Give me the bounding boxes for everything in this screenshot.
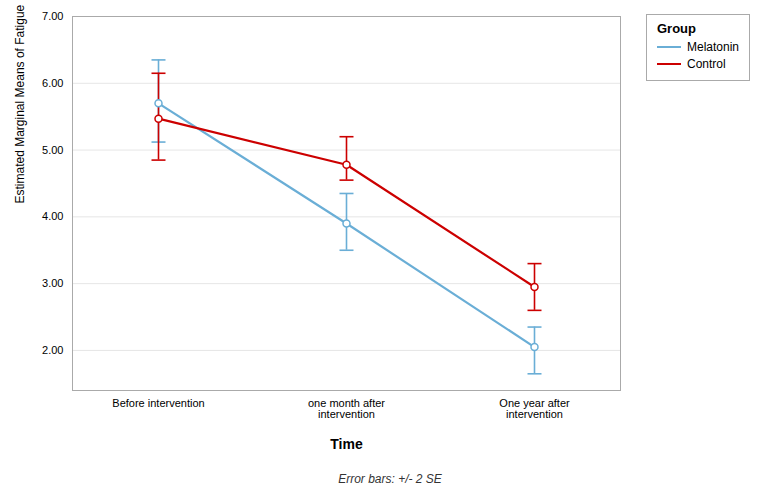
- svg-text:Estimated Marginal Means of Fa: Estimated Marginal Means of Fatigue: [13, 4, 27, 203]
- svg-text:4.00: 4.00: [42, 210, 63, 222]
- html-text:Group: Group: [657, 21, 696, 36]
- html-text:Control: Control: [687, 57, 726, 71]
- svg-text:2.00: 2.00: [42, 344, 63, 356]
- svg-text:7.00: 7.00: [42, 10, 63, 22]
- svg-text:Before intervention: Before intervention: [112, 397, 204, 409]
- svg-text:6.00: 6.00: [42, 77, 63, 89]
- svg-text:Time: Time: [330, 436, 363, 452]
- svg-text:One year afterintervention: One year afterintervention: [499, 397, 570, 420]
- html-text:Melatonin: Melatonin: [687, 40, 739, 54]
- html-text:Error bars: +/- 2 SE: Error bars: +/- 2 SE: [338, 472, 442, 486]
- svg-text:3.00: 3.00: [42, 277, 63, 289]
- svg-text:5.00: 5.00: [42, 144, 63, 156]
- svg-text:one month afterintervention: one month afterintervention: [308, 397, 385, 420]
